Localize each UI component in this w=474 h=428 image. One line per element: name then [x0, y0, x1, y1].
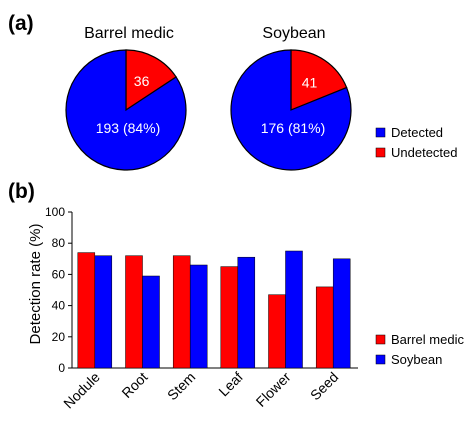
- bar-nodule-soybean: [94, 255, 113, 369]
- pie-slice-label-undetected: 36: [134, 73, 150, 89]
- y-tick-label: 0: [58, 361, 65, 375]
- pie-slice-label-undetected: 41: [302, 75, 318, 91]
- x-tick-label: Flower: [253, 369, 294, 410]
- pie-slice-detected: [230, 49, 352, 171]
- bar-flower-barrel-medic: [268, 294, 286, 369]
- x-tick-label: Leaf: [215, 369, 246, 400]
- bar-seed-soybean: [332, 258, 351, 369]
- bar-flower-soybean: [285, 250, 303, 369]
- x-tick-label: Stem: [164, 369, 198, 403]
- legend-label-undetected: Undetected: [391, 145, 458, 160]
- x-tick-label: Nodule: [60, 369, 103, 412]
- bar-legend-swatch-soybean: [375, 354, 386, 365]
- legend-swatch-detected: [375, 127, 386, 138]
- bar-seed-barrel-medic: [315, 286, 334, 369]
- bar-root-barrel-medic: [125, 255, 143, 369]
- x-tick-label: Root: [118, 369, 150, 401]
- legend-swatch-undetected: [375, 147, 386, 158]
- pie-slice-label-detected: 193 (84%): [96, 120, 161, 136]
- pie-chart-soybean: 41 176 (81%): [230, 49, 352, 171]
- bar-legend-label-barrel-medic: Barrel medic: [391, 332, 464, 347]
- legend-label-detected: Detected: [391, 125, 443, 140]
- y-tick-label: 40: [52, 299, 66, 313]
- bar-leaf-barrel-medic: [220, 266, 239, 369]
- panel-label-b: (b): [8, 180, 35, 203]
- bar-legend-swatch-barrel-medic: [375, 334, 386, 345]
- panel-label-a: (a): [8, 12, 34, 35]
- bar-legend: Barrel medic Soybean: [375, 332, 464, 367]
- pie-slice-undetected: [125, 49, 177, 112]
- pie-slice-detected: [65, 49, 187, 171]
- axes: [71, 212, 358, 369]
- pie-title-barrel-medic: Barrel medic: [84, 25, 174, 42]
- bar-nodule-barrel-medic: [77, 252, 96, 369]
- bar-leaf-soybean: [237, 256, 256, 369]
- y-tick-label: 20: [52, 330, 66, 344]
- pie-slice-undetected: [290, 49, 348, 111]
- pie-chart-barrel-medic: 36 193 (84%): [65, 49, 187, 171]
- bar-chart: 0 20 40 60 80 100 Nodule Root Stem Leaf Flower Seed: [45, 205, 358, 411]
- pie-slice-label-detected: 176 (81%): [261, 120, 326, 136]
- bar-stem-barrel-medic: [172, 255, 191, 369]
- x-tick-label: Seed: [307, 369, 341, 403]
- y-tick-label: 80: [52, 236, 66, 250]
- bar-root-soybean: [142, 275, 160, 369]
- pie-title-soybean: Soybean: [262, 25, 325, 42]
- y-tick-label: 100: [45, 205, 65, 219]
- y-tick-label: 60: [52, 267, 66, 281]
- bar-legend-label-soybean: Soybean: [391, 352, 442, 367]
- pie-legend: Detected Undetected: [375, 125, 458, 160]
- y-axis-label: Detection rate (%): [27, 224, 44, 345]
- bar-stem-soybean: [189, 264, 208, 369]
